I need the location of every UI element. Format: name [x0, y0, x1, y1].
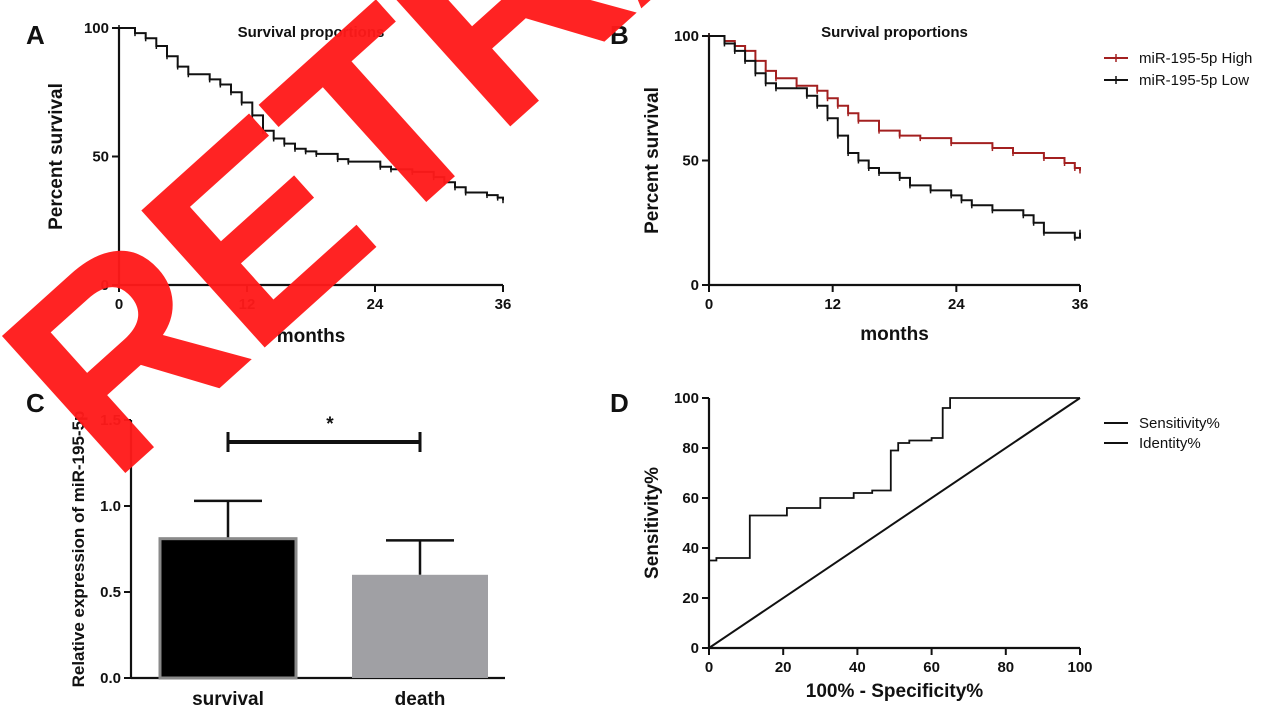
- y-tick-label: 0.5: [100, 584, 121, 601]
- legend-label: miR-195-5p High: [1139, 50, 1252, 67]
- survival-curve-high: [709, 35, 1081, 171]
- panel-letter-a: A: [26, 20, 45, 50]
- y-tick-label: 0: [691, 277, 699, 294]
- bar-chart-c: 0.0 0.5 1.0 1.5 survival death * Relative expre…: [69, 411, 505, 707]
- survival-curve: [119, 27, 504, 201]
- y-axis-label: Relative expression of miR-195-5p: [69, 411, 88, 688]
- bar-death: [352, 574, 488, 678]
- y-tick-label: 1.5: [100, 412, 121, 429]
- y-axis-label: Percent survival: [642, 87, 663, 234]
- legend-label: Identity%: [1139, 435, 1201, 452]
- roc-curve: [708, 397, 1080, 648]
- x-category-label: death: [395, 689, 446, 707]
- y-tick-label: 0.0: [100, 670, 121, 687]
- legend-label: Sensitivity%: [1139, 415, 1220, 432]
- x-tick-label: 100: [1067, 659, 1092, 676]
- roc-chart-d: 0 20 40 60 80 100 0 20 40 60 80 100 100% - Specifici…: [642, 390, 1220, 702]
- panel-letter-b: B: [610, 20, 629, 50]
- panel-letter-d: D: [610, 388, 629, 418]
- y-tick-label: 80: [682, 440, 699, 457]
- watermark-text: RETRACTED: [0, 0, 1268, 527]
- x-axis-label: months: [277, 326, 346, 347]
- y-tick-label: 100: [84, 20, 109, 37]
- x-tick-label: 0: [115, 296, 123, 313]
- y-tick-label: 100: [674, 28, 699, 45]
- y-axis-label: Sensitivity%: [642, 467, 663, 579]
- x-tick-label: 80: [997, 659, 1014, 676]
- x-category-label: survival: [192, 689, 264, 707]
- retracted-watermark: RETRACTED: [0, 0, 1268, 527]
- y-tick-label: 60: [682, 490, 699, 507]
- y-tick-label: 0: [691, 640, 699, 657]
- x-tick-label: 24: [367, 296, 384, 313]
- x-axis-label: months: [860, 324, 929, 345]
- x-tick-label: 0: [705, 296, 713, 313]
- identity-line: [708, 397, 1081, 649]
- chart-title: Survival proportions: [821, 24, 968, 41]
- y-tick-label: 1.0: [100, 498, 121, 515]
- x-tick-label: 36: [1072, 296, 1089, 313]
- x-tick-label: 0: [705, 659, 713, 676]
- y-tick-label: 50: [92, 149, 109, 166]
- legend-label: miR-195-5p Low: [1139, 72, 1249, 89]
- bar-survival: [158, 537, 298, 680]
- chart-title: Survival proportions: [238, 24, 385, 41]
- survival-curve-low: [709, 35, 1081, 239]
- significance-marker: *: [326, 414, 334, 435]
- watermark-word: RETRACTED: [0, 0, 1268, 527]
- x-tick-label: 12: [239, 296, 256, 313]
- x-tick-label: 40: [849, 659, 866, 676]
- panel-letter-c: C: [26, 388, 45, 418]
- y-axis-label: Percent survival: [46, 83, 67, 230]
- y-tick-label: 0: [101, 277, 109, 294]
- y-tick-label: 40: [682, 540, 699, 557]
- x-tick-label: 24: [948, 296, 965, 313]
- x-tick-label: 60: [923, 659, 940, 676]
- y-tick-label: 100: [674, 390, 699, 407]
- survival-chart-a: 0 12 24 36 0 50 100 Survival proportions months P…: [46, 20, 511, 347]
- x-tick-label: 20: [775, 659, 792, 676]
- x-tick-label: 12: [824, 296, 841, 313]
- survival-chart-b: 0 12 24 36 0 50 100 Survival proportions months P…: [642, 24, 1252, 345]
- x-axis-label: 100% - Specificity%: [806, 681, 984, 702]
- y-tick-label: 20: [682, 590, 699, 607]
- y-tick-label: 50: [682, 153, 699, 170]
- x-tick-label: 36: [495, 296, 512, 313]
